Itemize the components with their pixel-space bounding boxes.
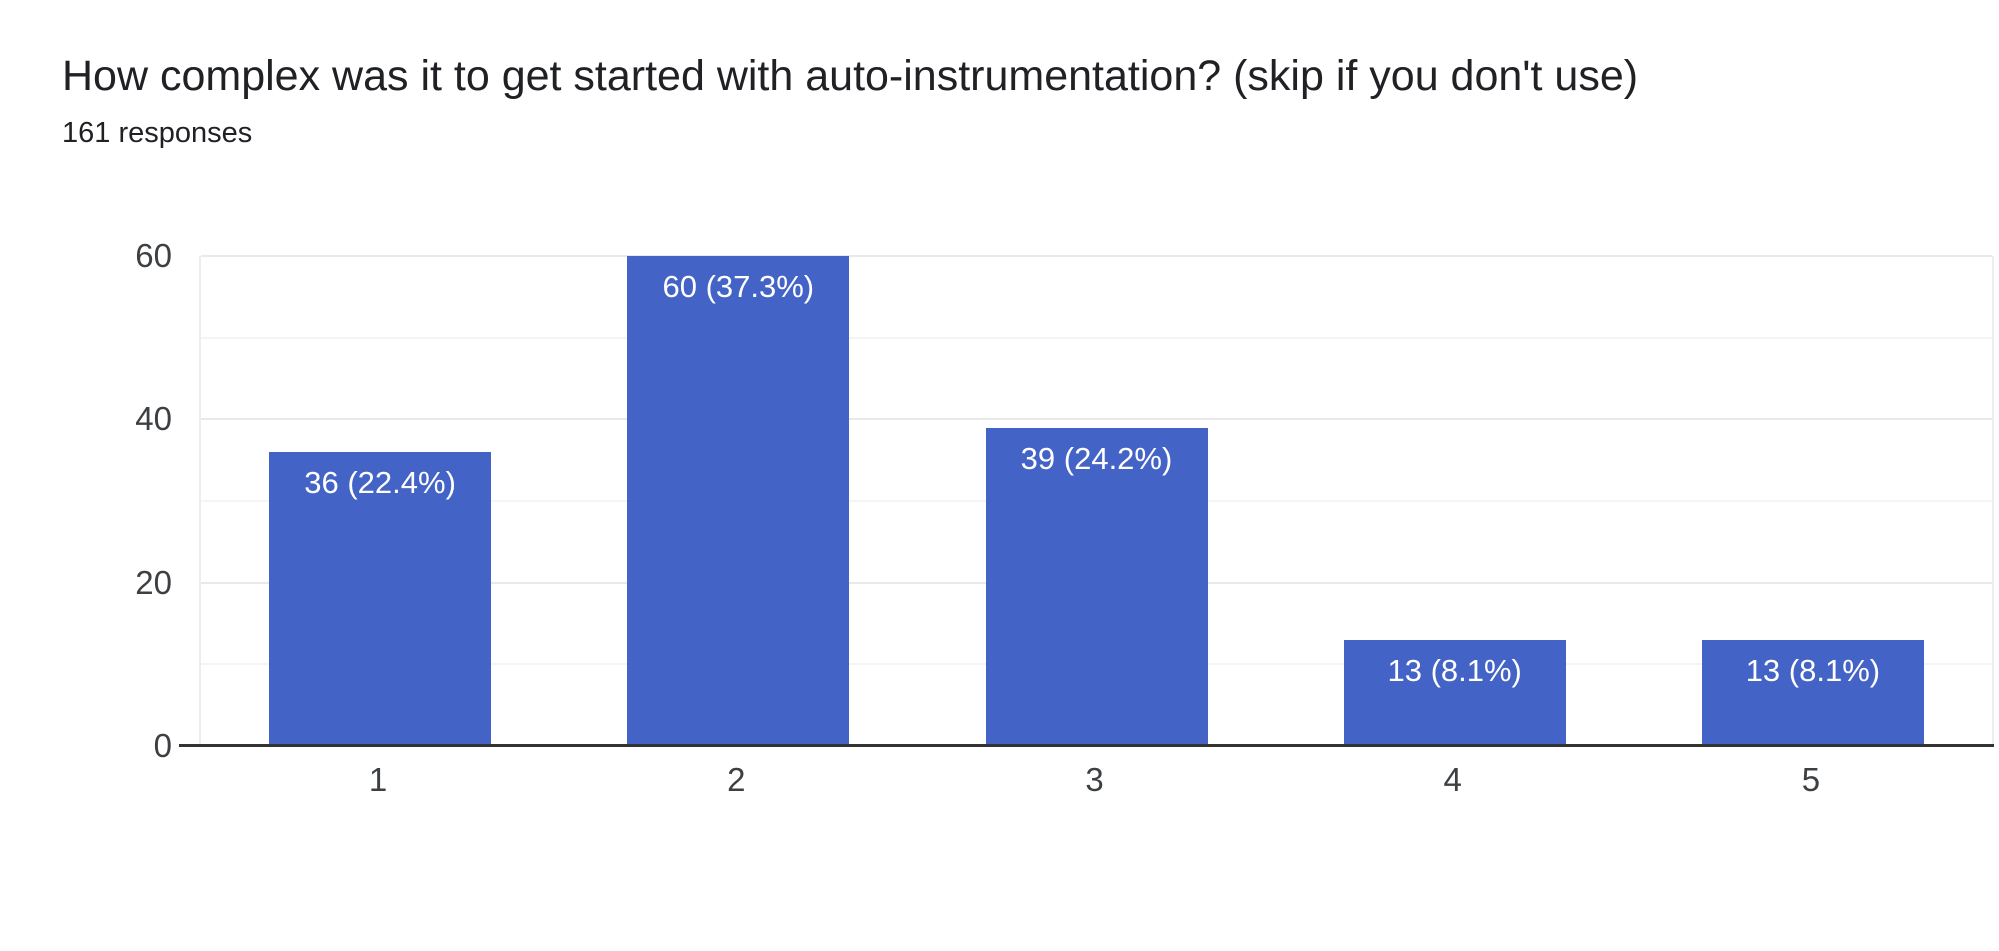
x-axis: 1 2 3 4 5 <box>199 760 1990 806</box>
y-tick-label: 60 <box>135 237 172 274</box>
x-tick-label: 4 <box>1443 761 1462 798</box>
gridline-minor <box>201 336 1992 339</box>
gridline-major <box>201 418 1992 421</box>
bar-value-label: 36 (22.4%) <box>304 465 456 500</box>
bar: 13 (8.1%) <box>1701 639 1924 746</box>
bar: 36 (22.4%) <box>269 452 492 746</box>
x-tick-label: 5 <box>1801 761 1821 798</box>
x-axis-baseline <box>179 744 1994 747</box>
y-tick-label: 0 <box>153 727 172 764</box>
bar-value-label: 13 (8.1%) <box>1745 652 1881 688</box>
y-tick-label: 20 <box>135 563 172 601</box>
bar-value-label: 60 (37.3%) <box>662 269 815 304</box>
gridline-major <box>201 255 1992 257</box>
page-title: How complex was it to get started with a… <box>62 52 1639 100</box>
bar-value-label: 39 (24.2%) <box>1020 440 1173 476</box>
bar: 13 (8.1%) <box>1343 639 1566 746</box>
x-tick-label: 2 <box>727 761 746 798</box>
response-count: 161 responses <box>62 117 253 149</box>
bar: 60 (37.3%) <box>627 256 850 746</box>
bar-value-label: 13 (8.1%) <box>1387 652 1522 688</box>
bar: 39 (24.2%) <box>985 427 1208 746</box>
plot-area: 36 (22.4%) 60 (37.3%) 39 (24.2%) 13 (8.1%) 1… <box>179 255 1994 747</box>
y-axis: 0 20 40 60 <box>0 0 172 951</box>
chart-header: How complex was it to get started with a… <box>62 52 1638 150</box>
y-tick-label: 40 <box>135 400 172 438</box>
x-tick-label: 3 <box>1085 761 1104 798</box>
x-tick-label: 1 <box>368 761 388 798</box>
